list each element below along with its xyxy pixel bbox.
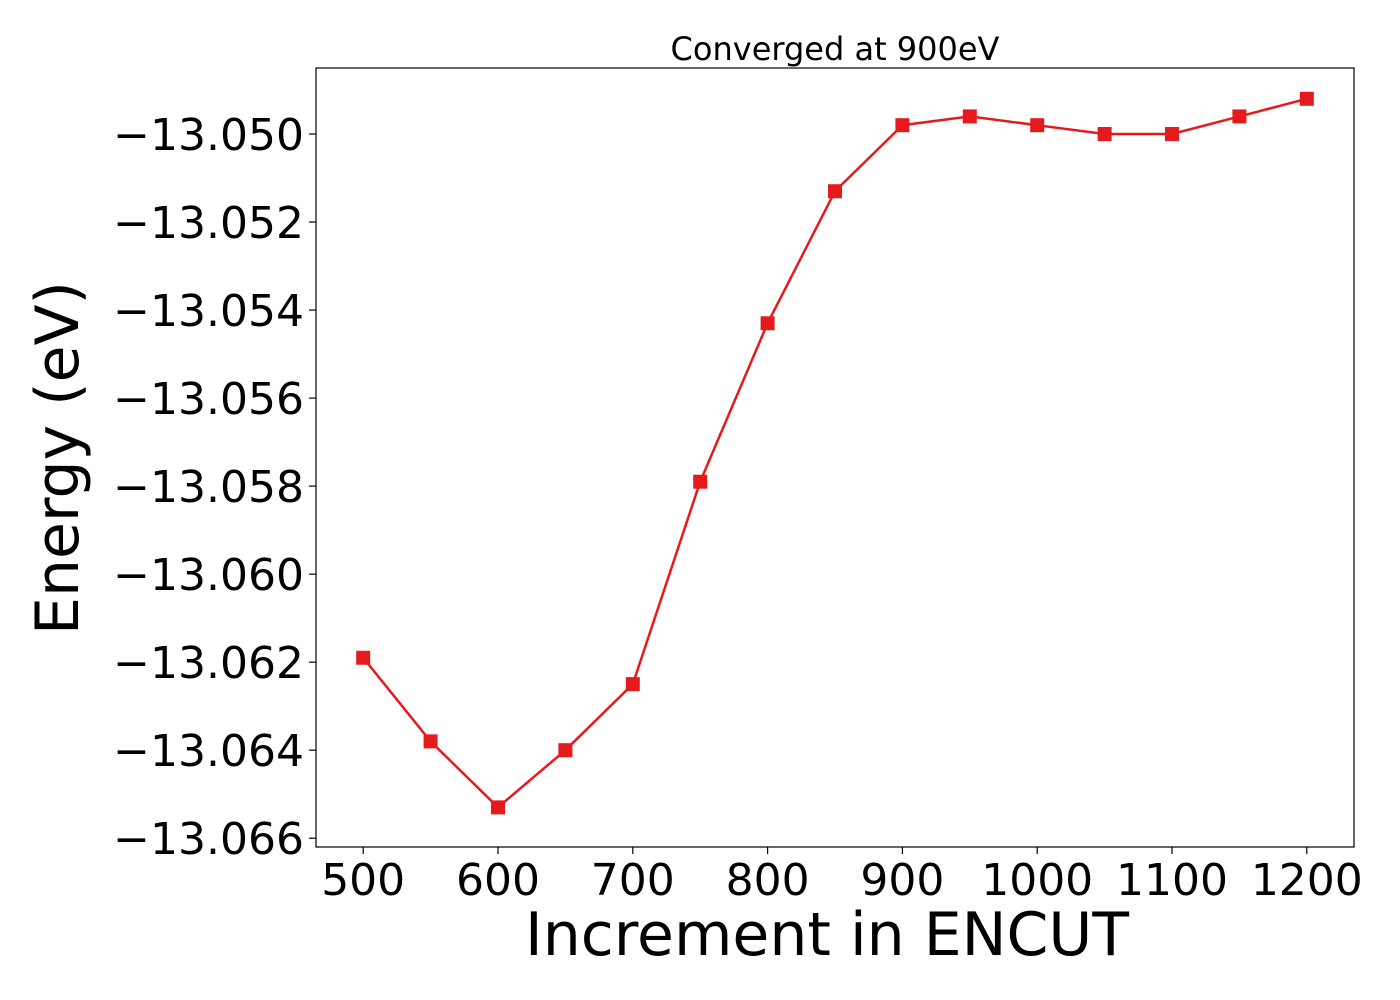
y-tick-label: −13.060 bbox=[113, 550, 304, 601]
x-axis-ticks: 500 600 700 800 900 1000 1100 1200 bbox=[321, 847, 1363, 906]
data-point-marker bbox=[1030, 118, 1045, 133]
x-tick-label: 900 bbox=[860, 855, 944, 906]
y-tick-label: −13.050 bbox=[113, 110, 304, 161]
data-point-marker bbox=[625, 677, 640, 692]
data-point-marker bbox=[693, 474, 708, 489]
data-point-marker bbox=[962, 109, 977, 124]
y-axis-ticks: −13.050 −13.052 −13.054 −13.056 −13.058 −13.0… bbox=[113, 110, 316, 865]
x-tick-label: 1100 bbox=[1116, 855, 1228, 906]
series-layer bbox=[356, 91, 1314, 815]
data-point-marker bbox=[1232, 109, 1247, 124]
x-tick-label: 700 bbox=[591, 855, 675, 906]
y-tick-label: −13.058 bbox=[113, 462, 304, 513]
y-tick-label: −13.056 bbox=[113, 374, 304, 425]
data-point-marker bbox=[1165, 127, 1180, 142]
plot-frame bbox=[315, 67, 1355, 848]
data-point-marker bbox=[558, 743, 573, 758]
data-point-marker bbox=[1097, 127, 1112, 142]
x-tick-label: 500 bbox=[321, 855, 405, 906]
y-tick-label: −13.054 bbox=[113, 286, 304, 337]
x-axis-title: Increment in ENCUT bbox=[525, 900, 1129, 970]
data-point-marker bbox=[760, 316, 775, 331]
x-tick-label: 600 bbox=[456, 855, 540, 906]
data-point-marker bbox=[423, 734, 438, 749]
y-tick-label: −13.064 bbox=[113, 726, 304, 777]
y-tick-label: −13.066 bbox=[113, 814, 304, 865]
data-point-marker bbox=[1299, 91, 1314, 106]
x-tick-label: 1000 bbox=[981, 855, 1093, 906]
data-point-marker bbox=[490, 800, 505, 815]
chart-title: Converged at 900eV bbox=[671, 30, 1000, 68]
y-tick-label: −13.062 bbox=[113, 638, 304, 689]
x-tick-label: 1200 bbox=[1251, 855, 1363, 906]
data-point-marker bbox=[828, 184, 842, 199]
y-tick-label: −13.052 bbox=[113, 198, 304, 249]
data-point-marker bbox=[356, 650, 371, 665]
y-axis-title: Energy (eV) bbox=[23, 281, 93, 635]
x-tick-label: 800 bbox=[726, 855, 810, 906]
data-point-marker bbox=[895, 118, 910, 133]
